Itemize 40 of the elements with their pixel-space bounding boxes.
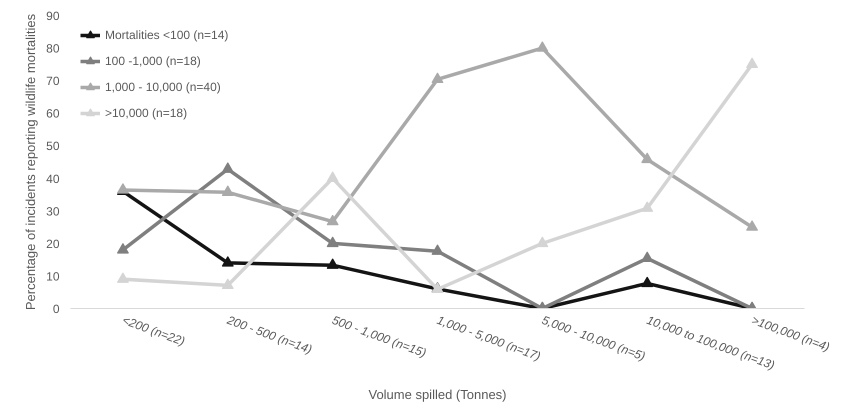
point [326, 236, 339, 248]
point [641, 252, 654, 262]
y-tick-label: 90 [46, 9, 60, 23]
x-tick-label: 500 - 1,000 (n=15) [330, 312, 428, 360]
point [222, 278, 234, 290]
point [326, 214, 339, 226]
y-tick-label: 80 [46, 42, 60, 56]
point [326, 258, 339, 269]
x-tick-label: 200 - 500 (n=14) [224, 312, 314, 357]
y-tick-label: 20 [46, 236, 60, 251]
point [536, 41, 548, 52]
y-tick-label: 10 [46, 269, 60, 284]
point [432, 72, 444, 83]
y-tick-label: 70 [46, 74, 60, 88]
point [326, 171, 339, 182]
legend-label: >10,000 (n=18) [105, 106, 188, 120]
point [641, 276, 654, 288]
x-tick-label: 5,000 - 10,000 (n=5) [540, 312, 648, 364]
y-tick-label: 30 [46, 204, 60, 218]
y-tick-label: 50 [46, 139, 60, 154]
y-tick-label: 40 [46, 172, 60, 186]
x-tick-label: 1,000 - 5,000 (n=17) [435, 312, 542, 364]
y-tick-label: 60 [46, 106, 60, 121]
point [641, 152, 654, 164]
point [116, 272, 129, 283]
point [222, 162, 234, 173]
y-tick-label: 0 [52, 302, 60, 316]
point [746, 57, 758, 68]
point [432, 244, 444, 255]
legend-label: 1,000 - 10,000 (n=40) [105, 80, 221, 94]
legend-label: 100 -1,000 (n=18) [105, 54, 201, 68]
y-axis-title: Percentage of incidents reporting wildlife mortalities [23, 13, 38, 310]
point [116, 243, 129, 254]
point [222, 256, 234, 267]
point [641, 201, 654, 212]
legend-label: Mortalities <100 (n=14) [105, 28, 228, 42]
x-axis-title: Volume spilled (Tonnes) [368, 386, 507, 402]
point [222, 185, 234, 196]
point [746, 220, 758, 231]
x-tick-label: <200 (n=22) [120, 312, 187, 348]
